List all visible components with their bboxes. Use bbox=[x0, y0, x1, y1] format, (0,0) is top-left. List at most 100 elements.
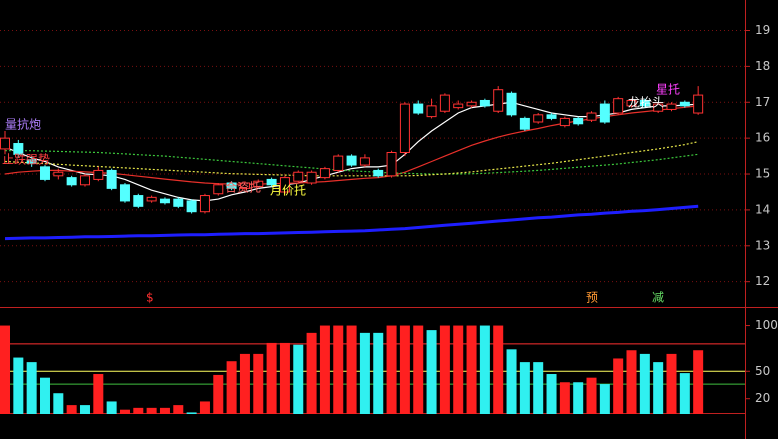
bar bbox=[373, 332, 384, 414]
candle-body bbox=[119, 184, 130, 202]
candle-body bbox=[386, 152, 397, 177]
bar bbox=[559, 382, 570, 414]
candle-body bbox=[173, 198, 184, 207]
candle-body bbox=[26, 159, 37, 164]
bar bbox=[426, 330, 437, 414]
y-tick-label: 12 bbox=[755, 274, 770, 288]
bar bbox=[586, 377, 597, 414]
bar bbox=[266, 342, 277, 414]
candle-body bbox=[53, 171, 64, 177]
candle-body bbox=[653, 103, 664, 112]
bar bbox=[239, 353, 250, 414]
bar bbox=[146, 407, 157, 414]
candle-body bbox=[639, 99, 650, 107]
ma-line bbox=[4, 101, 699, 202]
bar bbox=[533, 362, 544, 414]
candle-body bbox=[466, 101, 477, 107]
candle-body bbox=[439, 94, 450, 112]
bar bbox=[53, 393, 64, 414]
bar bbox=[106, 401, 117, 414]
candle-body bbox=[106, 169, 117, 189]
candle-body bbox=[159, 198, 170, 204]
candle-body bbox=[13, 143, 24, 155]
candle-body bbox=[146, 196, 157, 202]
y-tick-label: 18 bbox=[755, 59, 770, 73]
bar bbox=[39, 377, 50, 414]
annotation: 合资托 bbox=[225, 180, 261, 195]
bar bbox=[26, 362, 37, 414]
bar bbox=[493, 325, 504, 414]
bar bbox=[159, 407, 170, 414]
y-tick-label: 50 bbox=[755, 364, 770, 378]
annotation: $ bbox=[146, 291, 154, 305]
candle-body bbox=[279, 177, 290, 193]
bar bbox=[666, 353, 677, 414]
candle-body bbox=[586, 112, 597, 121]
bar bbox=[293, 344, 304, 414]
candle-body bbox=[266, 178, 277, 186]
candle-body bbox=[693, 94, 704, 114]
bar bbox=[679, 373, 690, 414]
bar bbox=[306, 332, 317, 414]
bar bbox=[13, 357, 24, 414]
bar bbox=[253, 353, 264, 414]
bar bbox=[93, 374, 104, 414]
annotation: 量抗炮 bbox=[5, 117, 41, 132]
candle-body bbox=[186, 200, 197, 213]
bar bbox=[333, 325, 344, 414]
candle-body bbox=[66, 177, 77, 186]
bar bbox=[573, 382, 584, 414]
annotation: 龙抬头 bbox=[628, 96, 664, 110]
bar bbox=[346, 325, 357, 414]
bar bbox=[173, 405, 184, 414]
bar bbox=[399, 325, 410, 414]
candle-body bbox=[319, 168, 330, 179]
candle-body bbox=[413, 103, 424, 114]
bar bbox=[439, 325, 450, 414]
bar bbox=[693, 350, 704, 414]
candle-body bbox=[93, 169, 104, 180]
bar bbox=[0, 325, 10, 414]
bar bbox=[599, 384, 610, 414]
candle-body bbox=[293, 171, 304, 182]
candle-body bbox=[546, 114, 557, 119]
candle-body bbox=[519, 117, 530, 130]
bar bbox=[319, 325, 330, 414]
bar bbox=[79, 405, 90, 414]
bar bbox=[519, 362, 530, 414]
candle-body bbox=[613, 98, 624, 114]
candle-body bbox=[679, 101, 690, 107]
candle-body bbox=[399, 103, 410, 153]
bar bbox=[479, 325, 490, 414]
bar bbox=[626, 350, 637, 414]
candle-body bbox=[39, 166, 50, 180]
bar bbox=[226, 361, 237, 414]
candle-body bbox=[599, 103, 610, 123]
candle-body bbox=[226, 182, 237, 189]
y-tick-label: 17 bbox=[755, 95, 770, 109]
annotation: 月价托 bbox=[270, 184, 306, 198]
candle-body bbox=[626, 99, 637, 107]
candle-body bbox=[533, 114, 544, 123]
candle-body bbox=[359, 157, 370, 166]
bar bbox=[386, 325, 397, 414]
y-tick-label: 16 bbox=[755, 131, 770, 145]
candle-body bbox=[346, 155, 357, 166]
annotation: 星托 bbox=[656, 83, 680, 97]
candle-body bbox=[453, 103, 464, 109]
bar bbox=[466, 325, 477, 414]
candle-body bbox=[333, 155, 344, 171]
bar bbox=[186, 412, 197, 414]
annotation: 预 bbox=[586, 291, 598, 305]
bar bbox=[546, 374, 557, 414]
candle-body bbox=[0, 137, 10, 150]
y-tick-label: 19 bbox=[755, 23, 770, 37]
candle-body bbox=[493, 89, 504, 112]
bar bbox=[119, 409, 130, 414]
candle-body bbox=[506, 92, 517, 116]
bar bbox=[213, 374, 224, 414]
bar bbox=[506, 349, 517, 414]
bar bbox=[133, 407, 144, 414]
bar bbox=[199, 401, 210, 414]
candle-body bbox=[199, 195, 210, 213]
